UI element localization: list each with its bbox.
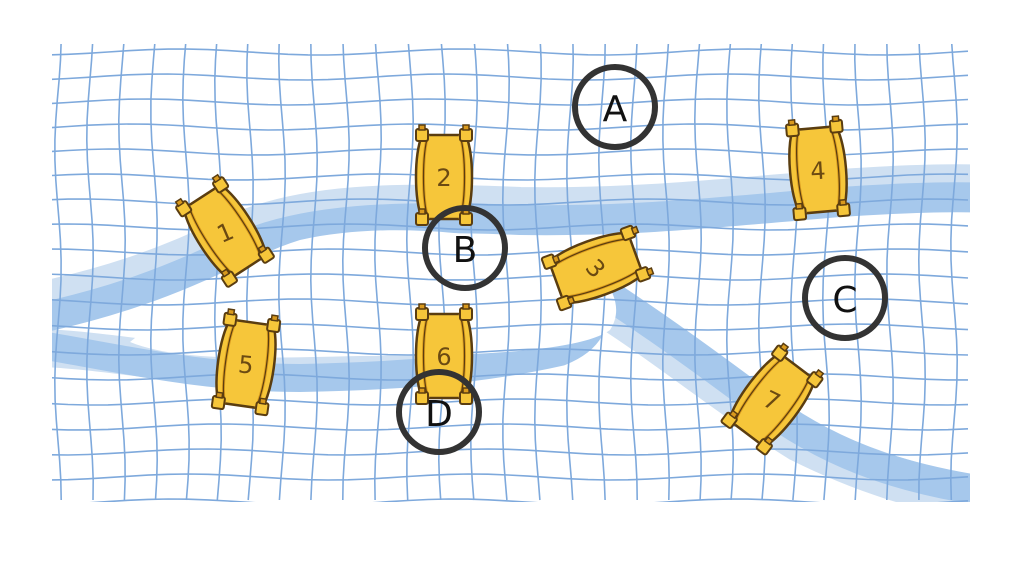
bridge-7: 7 [719,340,827,457]
bridge-number: 2 [436,164,451,192]
river-south-branch [52,286,608,393]
bridges: 1 2 3 4 5 6 7 [172,114,852,457]
bridge-3: 3 [540,222,656,312]
land-label-c: C [802,255,888,341]
land-label-c-text: C [832,280,857,321]
bridge-number: 6 [436,343,451,371]
land-label-a-text: A [603,89,628,130]
bridge-number: 5 [237,350,255,379]
bridge-number: 4 [810,157,827,186]
land-label-a: A [572,64,658,150]
bridge-6: 6 [414,303,474,405]
bridge-5: 5 [210,307,282,417]
land-label-d: D [396,369,482,455]
land-label-b: B [422,205,508,291]
bridge-2: 2 [414,124,474,226]
river-north-branch [52,182,970,331]
city-map [52,44,970,502]
land-label-b-text: B [453,230,478,271]
land-label-d-text: D [425,394,453,435]
bridge-1: 1 [172,172,276,289]
bridge-4: 4 [784,114,852,222]
